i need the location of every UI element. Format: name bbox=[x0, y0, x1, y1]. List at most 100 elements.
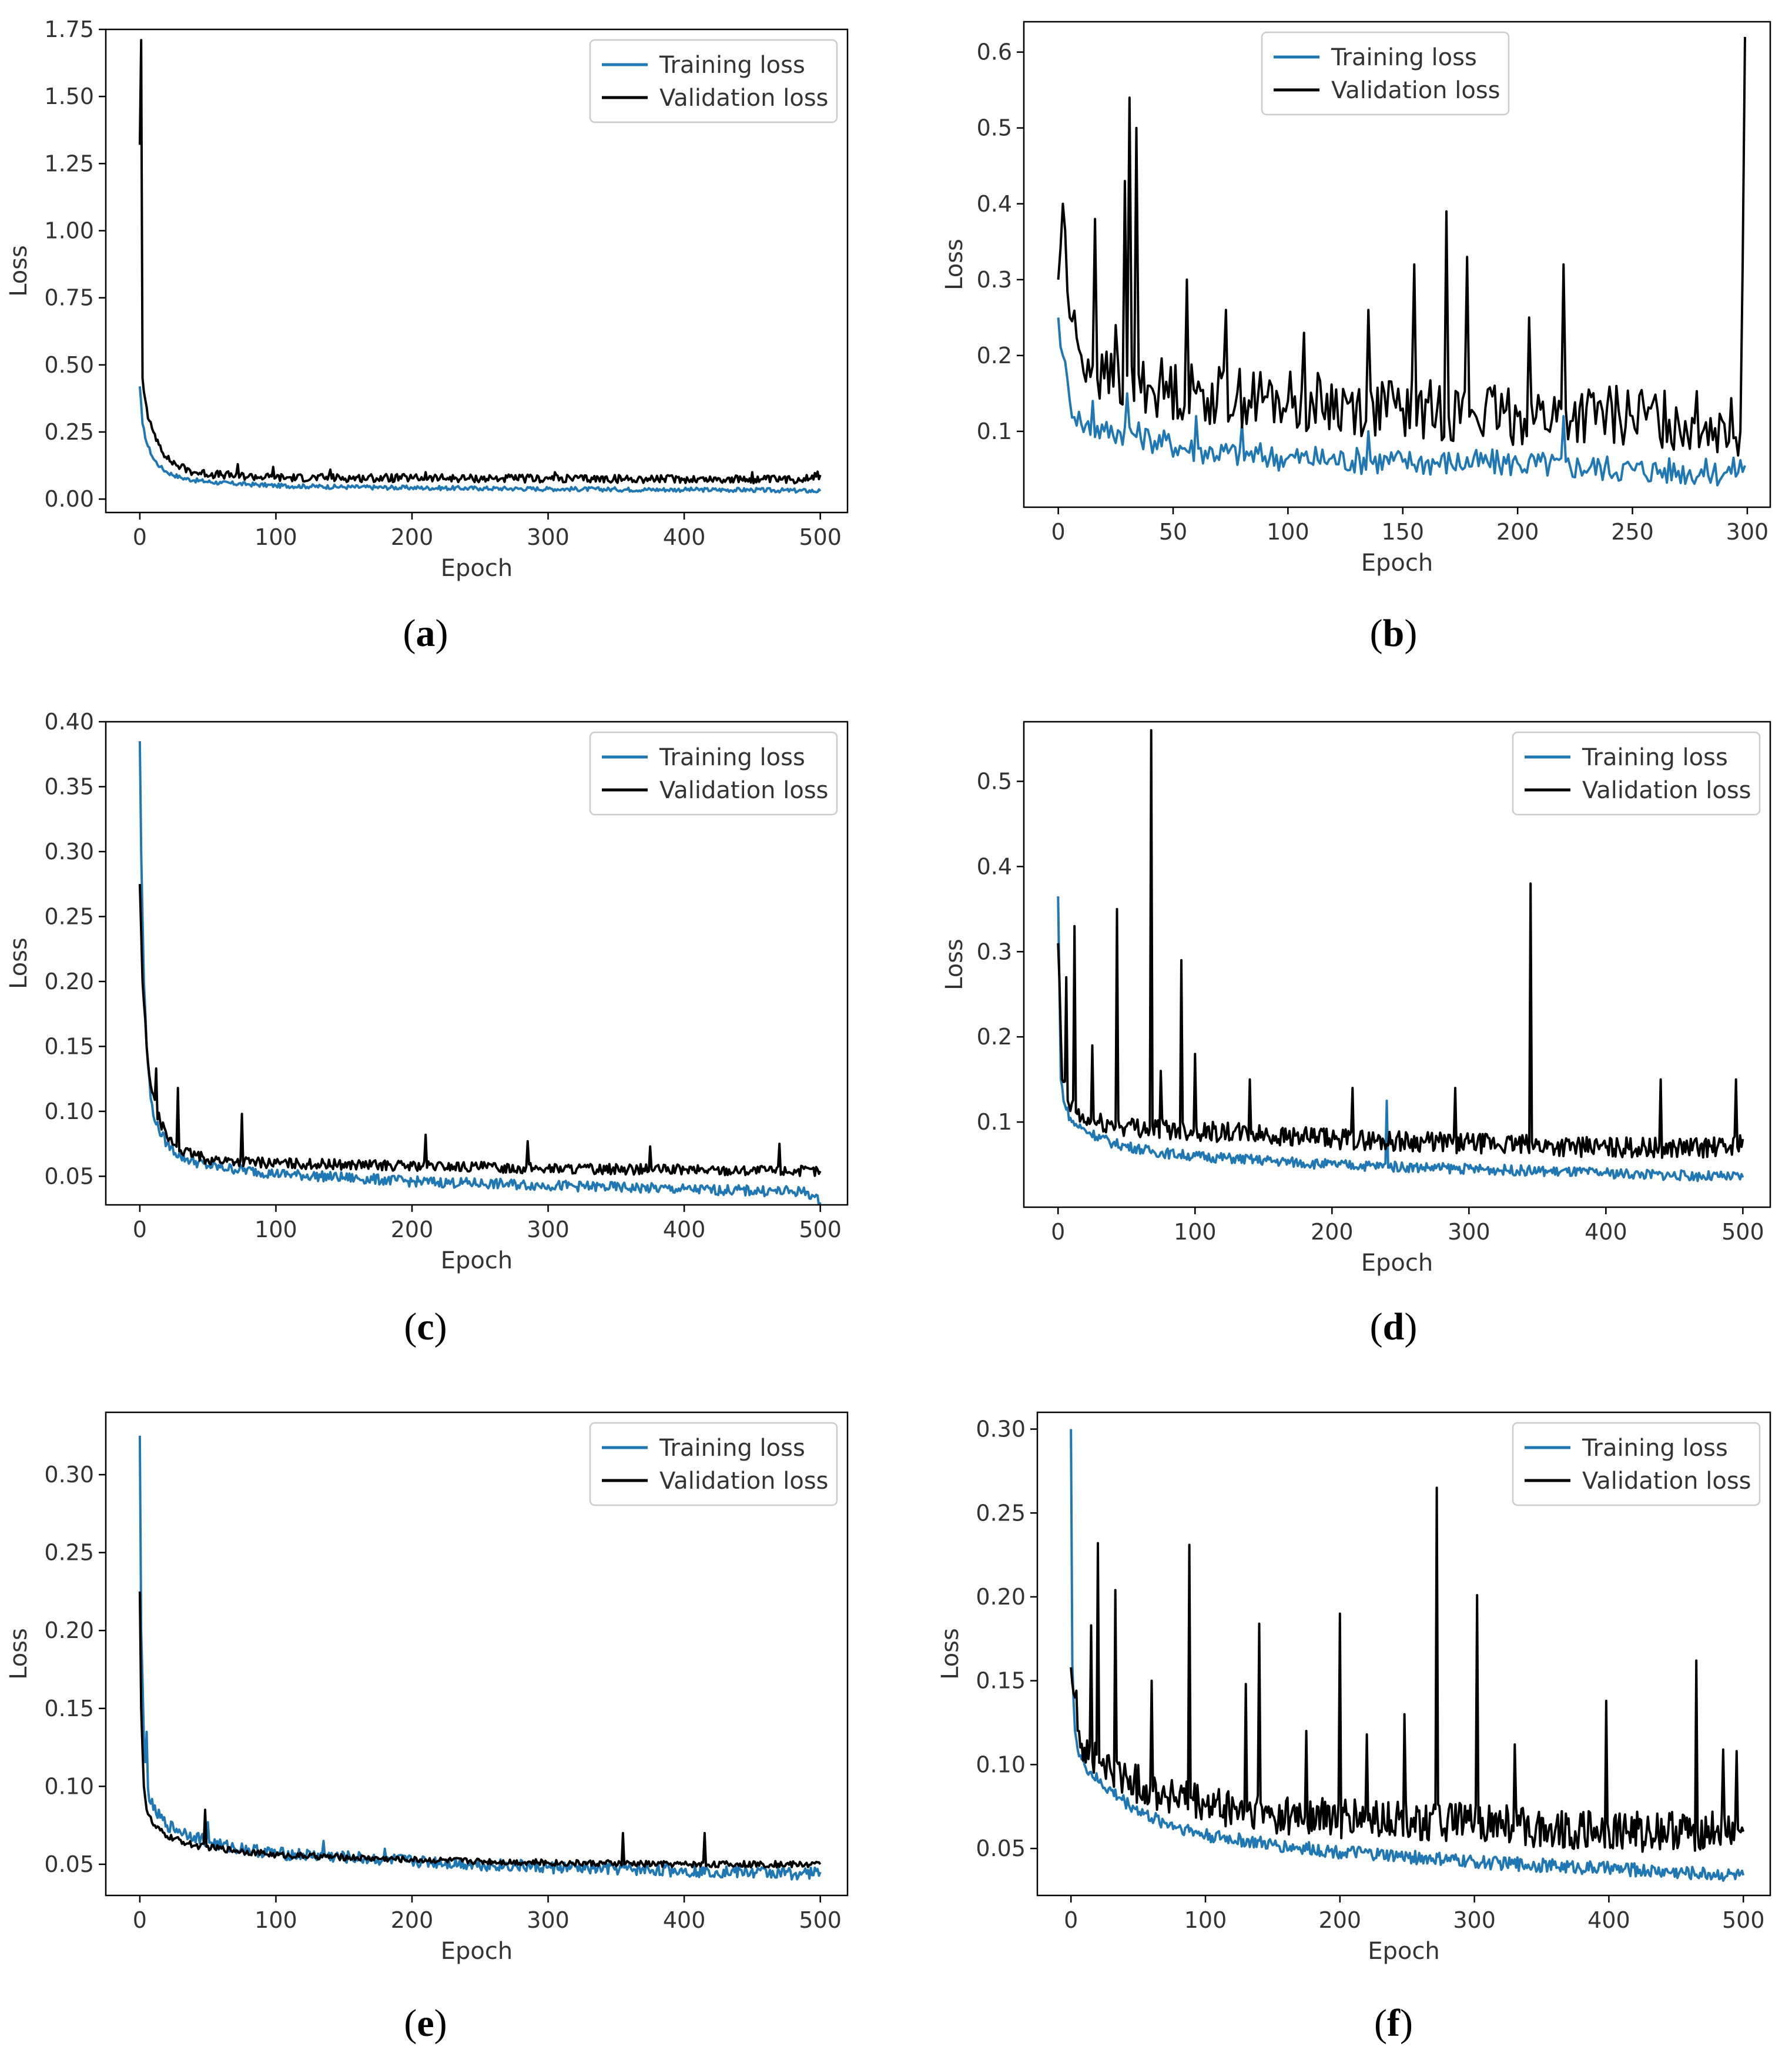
legend-label-validation: Validation loss bbox=[659, 1468, 829, 1495]
y-tick-label: 0.05 bbox=[44, 1163, 94, 1189]
y-tick-label: 0.15 bbox=[44, 1696, 94, 1721]
legend-label-validation: Validation loss bbox=[1582, 777, 1751, 804]
y-tick-label: 0.25 bbox=[44, 1540, 94, 1566]
plot-frame bbox=[1023, 721, 1771, 1208]
x-axis-label: Epoch bbox=[441, 1938, 513, 1965]
y-tick-label: 0.15 bbox=[976, 1668, 1026, 1694]
plot-frame bbox=[105, 1411, 849, 1897]
x-tick-label: 300 bbox=[527, 524, 570, 550]
y-tick-label: 0.20 bbox=[44, 969, 94, 994]
x-tick-label: 100 bbox=[1267, 519, 1309, 545]
plot-frame bbox=[105, 28, 849, 514]
y-tick-label: 0.25 bbox=[44, 419, 94, 445]
y-tick-label: 0.10 bbox=[44, 1773, 94, 1799]
series-line-validation bbox=[1057, 729, 1744, 1159]
chart-panel-c: 0 100 200 300 400 500 0.05 0.10 0.15 0.20 0.25 0.30… bbox=[0, 694, 893, 1381]
series-line-training bbox=[138, 386, 822, 494]
x-tick-label: 100 bbox=[1184, 1907, 1227, 1933]
caption-b: (b) bbox=[1369, 612, 1418, 655]
legend-label-validation: Validation loss bbox=[1331, 77, 1500, 104]
y-tick-label: 0.30 bbox=[44, 839, 94, 865]
y-axis-label: Loss bbox=[937, 1628, 964, 1680]
x-tick-label: 0 bbox=[1051, 519, 1066, 545]
series-line-validation bbox=[1057, 36, 1746, 457]
legend-label-training: Training loss bbox=[1582, 744, 1728, 771]
x-axis-label: Epoch bbox=[441, 555, 513, 582]
series-line-validation bbox=[138, 1591, 822, 1869]
y-tick-label: 0.05 bbox=[44, 1851, 94, 1877]
y-tick-label: 0.2 bbox=[977, 343, 1012, 369]
x-tick-label: 500 bbox=[799, 1217, 842, 1242]
x-tick-label: 500 bbox=[1722, 1907, 1765, 1933]
y-tick-label: 0.20 bbox=[976, 1584, 1026, 1610]
x-axis-label: Epoch bbox=[1361, 550, 1433, 577]
x-tick-label: 300 bbox=[1726, 519, 1769, 545]
y-tick-label: 1.00 bbox=[44, 218, 94, 244]
x-tick-label: 300 bbox=[527, 1217, 570, 1242]
legend-box bbox=[589, 1422, 838, 1506]
x-tick-label: 250 bbox=[1611, 519, 1654, 545]
x-tick-label: 200 bbox=[1311, 1219, 1354, 1245]
caption-e: (e) bbox=[404, 2002, 447, 2045]
caption-f: (f) bbox=[1374, 2002, 1413, 2045]
x-tick-label: 50 bbox=[1159, 519, 1187, 545]
legend-label-training: Training loss bbox=[659, 52, 805, 79]
legend-label-validation: Validation loss bbox=[659, 85, 829, 112]
legend-label-training: Training loss bbox=[1582, 1435, 1728, 1462]
x-tick-label: 500 bbox=[799, 1907, 842, 1933]
x-tick-label: 400 bbox=[663, 1907, 706, 1933]
y-tick-label: 0.6 bbox=[977, 39, 1012, 65]
y-tick-label: 0.3 bbox=[977, 939, 1012, 964]
caption-c: (c) bbox=[404, 1305, 447, 1348]
x-tick-label: 500 bbox=[1721, 1219, 1764, 1245]
x-tick-label: 200 bbox=[391, 1217, 434, 1242]
y-tick-label: 0.30 bbox=[976, 1416, 1026, 1442]
x-tick-label: 100 bbox=[1174, 1219, 1217, 1245]
x-tick-label: 0 bbox=[133, 1907, 147, 1933]
x-tick-label: 400 bbox=[663, 1217, 706, 1242]
x-axis-label: Epoch bbox=[1361, 1250, 1433, 1277]
y-tick-label: 0.1 bbox=[977, 418, 1012, 444]
legend-box bbox=[589, 731, 838, 816]
chart-c: 0 100 200 300 400 500 0.05 0.10 0.15 0.20 0.25 0.30… bbox=[5, 709, 849, 1274]
x-tick-label: 0 bbox=[133, 1217, 147, 1242]
y-tick-label: 0.50 bbox=[44, 352, 94, 378]
caption-a: (a) bbox=[403, 612, 448, 655]
x-axis-label: Epoch bbox=[1368, 1938, 1439, 1965]
x-tick-label: 400 bbox=[1585, 1219, 1627, 1245]
chart-panel-d: 0 100 200 300 400 500 0.1 0.2 0.3 0.4 0.5 Epoch Loss… bbox=[905, 694, 1792, 1381]
series-line-validation bbox=[1070, 1486, 1745, 1853]
chart-panel-f: 0 100 200 300 400 500 0.05 0.10 0.15 0.20 0.25 0.30… bbox=[905, 1384, 1792, 2070]
x-tick-label: 400 bbox=[663, 524, 706, 550]
y-tick-label: 0.00 bbox=[44, 486, 94, 512]
x-tick-label: 100 bbox=[254, 1217, 297, 1242]
chart-panel-a: 0 100 200 300 400 500 0.00 0.25 0.50 0.75 1.00 1.25… bbox=[0, 0, 893, 688]
y-axis-label: Loss bbox=[5, 937, 32, 989]
x-tick-label: 200 bbox=[391, 1907, 434, 1933]
y-tick-label: 0.5 bbox=[977, 768, 1012, 794]
legend-label-training: Training loss bbox=[659, 1435, 805, 1462]
y-tick-label: 0.25 bbox=[44, 903, 94, 929]
x-tick-label: 300 bbox=[1453, 1907, 1496, 1933]
y-axis-label: Loss bbox=[941, 939, 968, 990]
series-line-training bbox=[1057, 317, 1746, 487]
y-tick-label: 0.20 bbox=[44, 1617, 94, 1643]
y-tick-label: 0.4 bbox=[977, 191, 1012, 217]
series-line-training bbox=[1070, 1429, 1745, 1882]
y-tick-label: 1.75 bbox=[44, 16, 94, 42]
legend-label-validation: Validation loss bbox=[659, 777, 829, 804]
series-line-training bbox=[138, 741, 822, 1205]
caption-d: (d) bbox=[1369, 1305, 1418, 1348]
y-tick-label: 0.25 bbox=[976, 1500, 1026, 1526]
legend-box bbox=[1512, 1422, 1761, 1506]
legend-label-validation: Validation loss bbox=[1582, 1468, 1751, 1495]
x-tick-label: 200 bbox=[391, 524, 434, 550]
series-line-validation bbox=[138, 39, 822, 485]
chart-f: 0 100 200 300 400 500 0.05 0.10 0.15 0.20 0.25 0.30… bbox=[937, 1411, 1771, 1965]
x-tick-label: 150 bbox=[1382, 519, 1425, 545]
legend-box bbox=[1261, 31, 1510, 116]
series-line-validation bbox=[138, 884, 822, 1177]
plot-frame bbox=[1036, 1411, 1771, 1897]
plot-frame bbox=[1023, 21, 1771, 508]
y-tick-label: 1.25 bbox=[44, 150, 94, 176]
